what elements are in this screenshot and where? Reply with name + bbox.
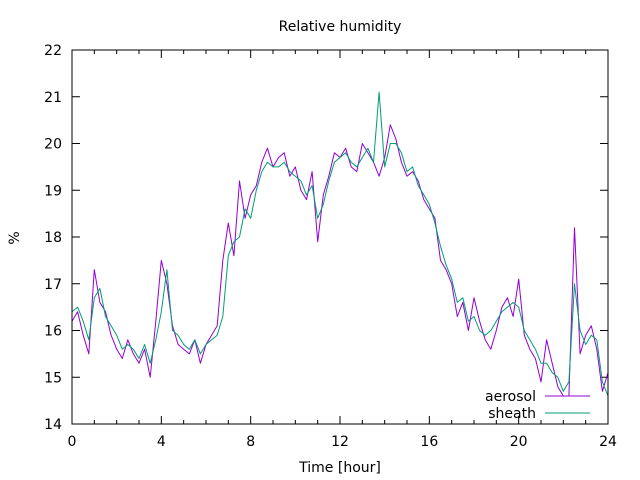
axis-ticks: 14 15 16 17 18 19 20 21 22 0 4 8 12 16 20 24 (44, 43, 617, 450)
y-tick-label: 18 (44, 230, 62, 246)
y-tick-label: 14 (44, 417, 62, 433)
y-tick-label: 22 (44, 43, 62, 59)
series-lines (71, 91, 609, 397)
x-tick-label: 12 (331, 434, 349, 450)
y-tick-label: 20 (44, 137, 62, 153)
y-tick-label: 21 (44, 90, 62, 106)
plot-frame (71, 49, 609, 425)
series-line-sheath (71, 91, 609, 397)
chart-title: Relative humidity (279, 19, 402, 35)
x-tick-label: 16 (420, 434, 438, 450)
y-tick-label: 17 (44, 277, 62, 293)
x-tick-label: 20 (510, 434, 528, 450)
x-tick-label: 24 (599, 434, 617, 450)
y-tick-label: 19 (44, 183, 62, 199)
x-tick-label: 4 (157, 434, 166, 450)
x-axis-label: Time [hour] (298, 460, 381, 476)
x-tick-label: 0 (68, 434, 77, 450)
y-tick-label: 16 (44, 324, 62, 340)
legend-label-sheath: sheath (488, 406, 536, 422)
x-tick-label: 8 (246, 434, 255, 450)
legend-label-aerosol: aerosol (485, 389, 536, 405)
y-axis-label: % (7, 231, 23, 244)
y-tick-label: 15 (44, 370, 62, 386)
